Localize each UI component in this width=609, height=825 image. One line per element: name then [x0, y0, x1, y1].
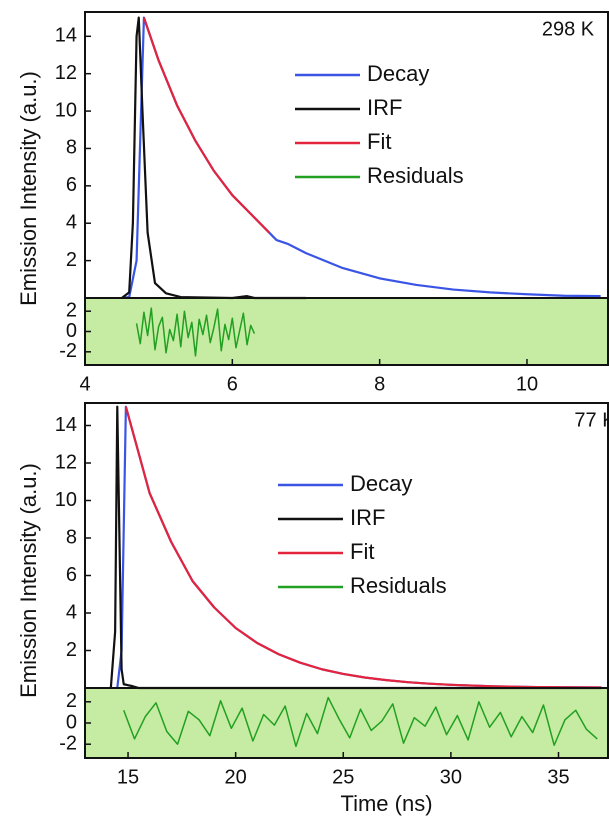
residual-band [85, 298, 608, 365]
x-tick-label: 25 [332, 766, 354, 788]
y-tick-label: 14 [55, 25, 77, 47]
x-tick-label: 15 [117, 766, 139, 788]
legend-label: Residuals [367, 163, 464, 188]
y-tick-label: 12 [55, 62, 77, 84]
y-tick-label: 4 [66, 212, 77, 234]
x-tick-label: 8 [374, 373, 385, 395]
y-tick-label: 14 [55, 414, 77, 436]
residual-y-tick-label: 0 [66, 711, 77, 733]
y-tick-label: 2 [66, 639, 77, 661]
legend-label: Residuals [350, 573, 447, 598]
residual-y-tick-label: 2 [66, 299, 77, 321]
residual-band [85, 688, 608, 758]
residual-y-tick-label: -2 [59, 732, 77, 754]
y-tick-label: 4 [66, 601, 77, 623]
series-line [135, 307, 256, 357]
residual-y-tick-label: 0 [66, 320, 77, 342]
y-axis-label: Emission Intensity (a.u.) [16, 463, 41, 698]
y-tick-label: 10 [55, 99, 77, 121]
plot-area [121, 16, 601, 357]
legend-label: IRF [350, 505, 385, 530]
y-axis-label: Emission Intensity (a.u.) [16, 71, 41, 306]
legend-label: Decay [367, 61, 429, 86]
series-line [121, 16, 306, 300]
series-line [121, 16, 601, 300]
legend-label: Fit [350, 539, 374, 564]
series-line [142, 17, 270, 234]
y-tick-label: 2 [66, 249, 77, 271]
legend-label: IRF [367, 95, 402, 120]
residual-y-tick-label: 2 [66, 690, 77, 712]
y-tick-label: 8 [66, 526, 77, 548]
annotation: 298 K [542, 18, 595, 40]
x-tick-label: 20 [225, 766, 247, 788]
frame [84, 402, 609, 759]
x-axis-label: Time (ns) [340, 791, 432, 816]
series-line [123, 696, 598, 748]
legend-label: Decay [350, 471, 412, 496]
frame [84, 11, 609, 366]
residual-y-tick-label: -2 [59, 340, 77, 362]
x-tick-label: 10 [516, 373, 538, 395]
y-tick-label: 8 [66, 137, 77, 159]
y-tick-label: 6 [66, 564, 77, 586]
series-line [124, 406, 602, 689]
y-tick-label: 6 [66, 174, 77, 196]
y-tick-label: 10 [55, 489, 77, 511]
x-tick-label: 4 [79, 373, 90, 395]
legend-label: Fit [367, 129, 391, 154]
x-tick-label: 35 [547, 766, 569, 788]
x-tick-label: 6 [227, 373, 238, 395]
y-tick-label: 12 [55, 451, 77, 473]
x-tick-label: 30 [440, 766, 462, 788]
annotation: 77 K [574, 409, 609, 431]
